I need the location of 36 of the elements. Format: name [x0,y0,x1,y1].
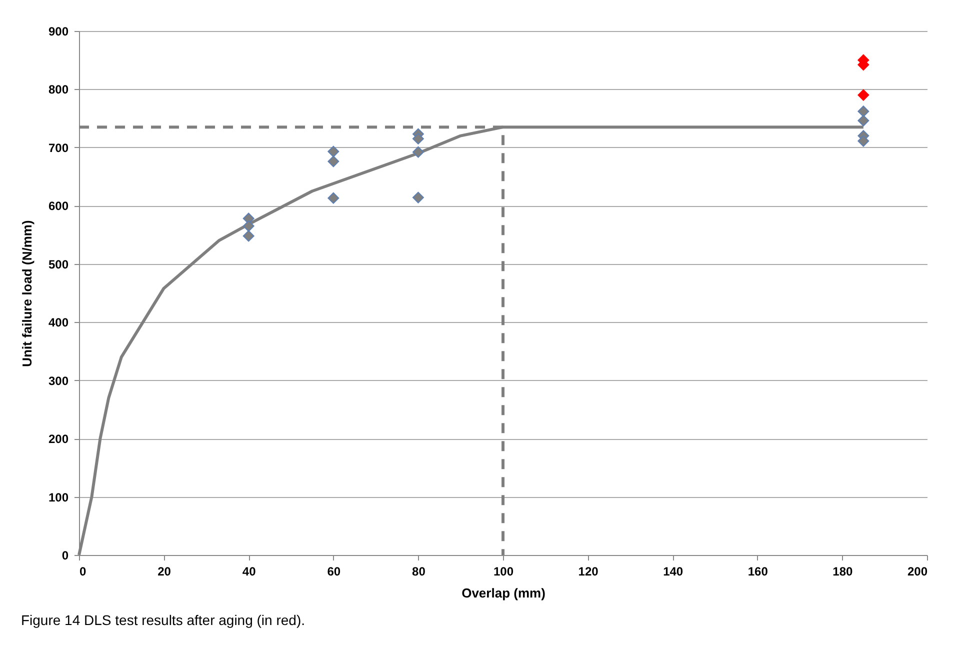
point [858,114,870,126]
x-tick-label: 20 [158,564,172,578]
y-tick-label: 700 [48,140,69,155]
y-tick-label: 600 [48,199,69,214]
point [412,146,424,158]
y-tick-label: 500 [48,257,69,272]
y-tick-label: 800 [48,82,69,97]
y-tick-label: 400 [48,316,69,330]
point [412,132,424,144]
point [858,89,870,101]
y-axis-title: Unit failure load (N/mm) [19,220,34,367]
x-tick-label: 180 [832,564,854,578]
y-tick-label: 0 [62,548,69,562]
x-tick-label: 80 [412,564,426,578]
point [242,220,254,232]
y-tick-label: 900 [48,24,69,38]
x-tick-label: 100 [493,564,514,578]
x-tick-label: 40 [242,564,256,578]
x-tick-label: 60 [327,564,341,578]
point [328,156,340,168]
x-tick-label: 0 [80,564,86,578]
point [858,135,870,147]
point [328,146,340,158]
x-axis-title: Overlap (mm) [462,586,546,600]
x-tick-label: 160 [748,564,768,578]
point [858,106,870,118]
point [412,192,424,204]
y-tick-label: 100 [48,490,69,504]
y-tick-label: 300 [48,374,69,388]
x-tick-label: 120 [578,564,599,578]
y-tick-label: 200 [48,432,69,446]
point [242,230,254,242]
caption: Figure 14 DLS test results after aging (in red). [20,612,306,628]
point [328,192,340,204]
x-tick-label: 140 [663,564,684,578]
x-tick-label: 200 [907,564,928,578]
